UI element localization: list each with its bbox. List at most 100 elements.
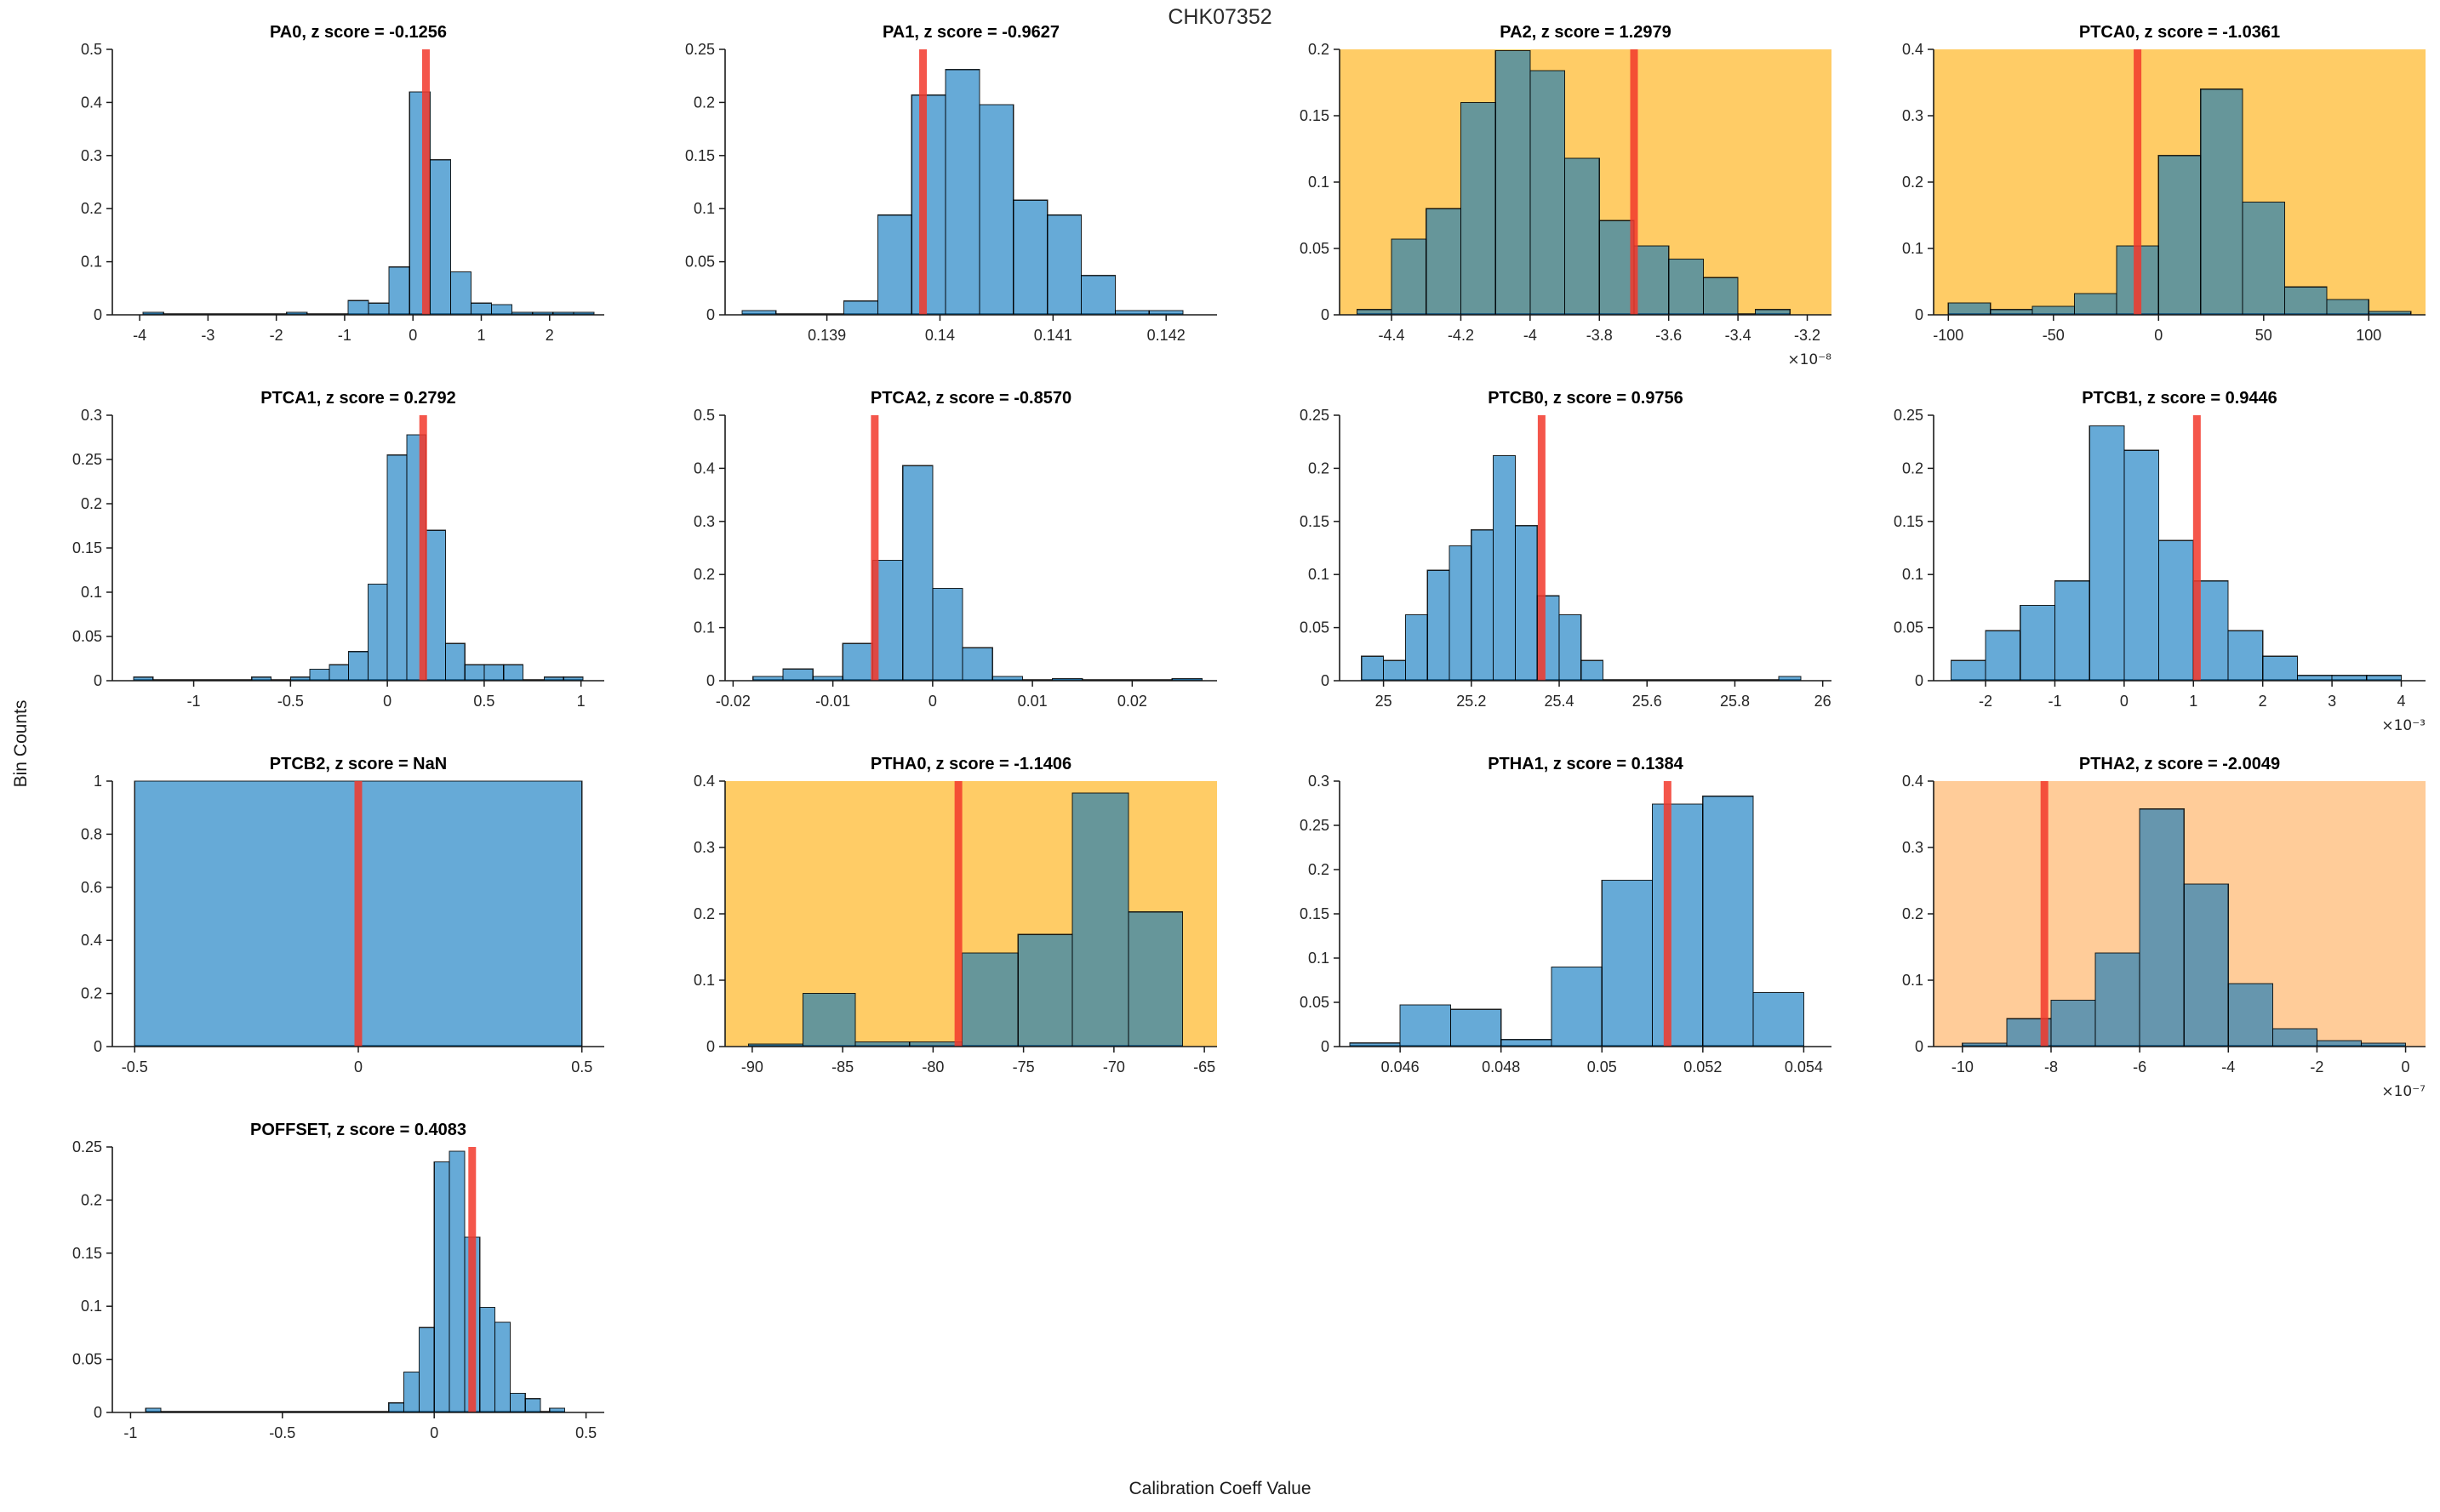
x-tick-label: 0 xyxy=(409,327,417,344)
histogram-bar xyxy=(1947,302,1991,316)
y-tick-label: 0.05 xyxy=(685,254,715,271)
x-tick-label: 0.14 xyxy=(925,327,955,344)
histogram-PA2: 0 0.05 0.1 0.15 0.2 -4.4 -4.2 -4 -3.8 -3.6 -3.4 -3.… xyxy=(1300,23,1831,368)
x-tick-label: 0 xyxy=(2154,327,2163,344)
y-tick-label: 0.15 xyxy=(1894,513,1923,530)
histogram-bar xyxy=(403,1371,420,1413)
subplot-title: PA1, z score = -0.9627 xyxy=(883,23,1060,42)
x-tick-label: 25.8 xyxy=(1720,693,1750,710)
y-tick-label: 0 xyxy=(706,672,715,689)
subplot-title: PTCA2, z score = -0.8570 xyxy=(871,389,1071,408)
histogram-bar xyxy=(388,1402,405,1413)
histogram-bar xyxy=(2089,425,2125,682)
histogram-bar xyxy=(2054,580,2090,682)
x-tick-label: 0.5 xyxy=(571,1058,592,1076)
histogram-bar xyxy=(1404,614,1428,682)
histogram-bar xyxy=(2242,201,2286,316)
histogram-bar xyxy=(842,642,874,682)
x-tick-label: 26 xyxy=(1814,693,1831,710)
histogram-bar xyxy=(1580,659,1604,682)
x-tick-label: 0.046 xyxy=(1381,1058,1420,1076)
x-tick-label: -4 xyxy=(2221,1058,2235,1076)
histogram-bar xyxy=(309,668,330,682)
reference-line xyxy=(1663,781,1671,1047)
histogram-PTHA0: 0 0.1 0.2 0.3 0.4 -90 -85 -80 -75 -70 -65 PTHA0, z … xyxy=(694,755,1217,1076)
y-tick-label: 0.05 xyxy=(1894,619,1923,636)
histogram-bar xyxy=(368,302,390,316)
y-tick-label: 0.2 xyxy=(1308,459,1329,476)
histogram-PTCB1: 0 0.05 0.1 0.15 0.2 0.25 -2 -1 0 1 2 3 4 ×10⁻³ PTCB1, … xyxy=(1894,389,2426,734)
reference-line xyxy=(1537,415,1546,681)
x-tick-label: 4 xyxy=(2397,693,2405,710)
y-tick-label: 0.1 xyxy=(1308,174,1329,191)
y-tick-label: 0 xyxy=(1321,306,1329,323)
y-tick-label: 0.6 xyxy=(81,879,102,896)
y-tick-label: 0.15 xyxy=(72,1245,102,1262)
histogram-bar xyxy=(426,529,447,682)
histogram-bar xyxy=(509,1392,526,1413)
y-tick-label: 0 xyxy=(1915,672,1923,689)
subplot-title: PTCA1, z score = 0.2792 xyxy=(260,389,456,408)
x-tick-label: 0.02 xyxy=(1117,693,1147,710)
histogram-bar xyxy=(429,159,451,316)
y-tick-label: 0.2 xyxy=(1902,174,1923,191)
subplot-PTCB0: 0 0.05 0.1 0.15 0.2 0.25 25 25.2 25.4 25.6 25.8 26 P… xyxy=(1244,376,1840,742)
x-tick-label: 0.5 xyxy=(473,693,494,710)
y-tick-label: 0 xyxy=(94,306,102,323)
y-tick-label: 0.1 xyxy=(81,584,102,601)
histogram-bar xyxy=(877,214,912,316)
axis-exponent-label: ×10⁻⁸ xyxy=(1787,351,1831,368)
y-tick-label: 0.2 xyxy=(1308,41,1329,58)
histogram-bar xyxy=(2296,675,2333,682)
y-tick-label: 0.3 xyxy=(1308,773,1329,790)
histogram-bar xyxy=(2283,286,2328,316)
histogram-bar xyxy=(1356,309,1392,316)
histogram-PTCA0: 0 0.1 0.2 0.3 0.4 -100 -50 0 50 100 PTCA0, z score… xyxy=(1902,23,2426,344)
subplot-PTCB2: 0 0.2 0.4 0.6 0.8 1 -0.5 0 0.5 PTCB2, z score = N… xyxy=(17,742,613,1108)
x-tick-label: 2 xyxy=(2259,693,2267,710)
histogram-bar xyxy=(2316,1040,2363,1047)
histogram-bar xyxy=(418,1327,435,1413)
histogram-bar xyxy=(464,664,485,682)
x-tick-label: -0.01 xyxy=(815,693,850,710)
x-tick-label: -1 xyxy=(338,327,351,344)
x-tick-label: 0.052 xyxy=(1683,1058,1722,1076)
x-tick-label: -10 xyxy=(1951,1058,1974,1076)
reference-line xyxy=(2040,781,2049,1047)
y-tick-label: 0.05 xyxy=(1300,994,1329,1011)
histogram-bar xyxy=(1128,911,1184,1047)
histogram-bar xyxy=(1426,569,1450,682)
x-tick-label: -2 xyxy=(270,327,283,344)
x-tick-label: -4 xyxy=(133,327,146,344)
histogram-bar xyxy=(2262,655,2298,682)
y-tick-label: 0 xyxy=(1915,1038,1923,1055)
y-tick-label: 0.2 xyxy=(1902,459,1923,476)
histogram-bar xyxy=(2123,449,2160,682)
y-tick-label: 0.25 xyxy=(72,451,102,468)
histogram-bar xyxy=(1529,70,1566,316)
y-tick-label: 0.25 xyxy=(1300,407,1329,424)
x-tick-label: 50 xyxy=(2255,327,2272,344)
histogram-bar xyxy=(1493,454,1517,682)
histogram-bar xyxy=(2200,88,2243,316)
histogram-bar xyxy=(479,1306,496,1413)
histogram-bar xyxy=(945,69,980,316)
y-tick-label: 0.1 xyxy=(1902,566,1923,583)
x-tick-label: 0.05 xyxy=(1587,1058,1617,1076)
reference-line xyxy=(2192,415,2201,681)
histogram-bar xyxy=(1449,1008,1502,1047)
histogram-bar xyxy=(1080,275,1117,316)
y-tick-label: 0.3 xyxy=(694,513,715,530)
histogram-bar xyxy=(503,664,524,682)
y-tick-label: 0.05 xyxy=(1300,240,1329,257)
histogram-bar xyxy=(449,271,472,316)
y-tick-label: 0.1 xyxy=(694,972,715,989)
histogram-bar xyxy=(961,952,1019,1047)
subplot-title: PTHA2, z score = -2.0049 xyxy=(2079,755,2280,773)
histogram-bar xyxy=(1494,49,1531,316)
histogram-bar xyxy=(902,465,934,682)
x-tick-label: -0.5 xyxy=(269,1424,295,1441)
subplot-title: PTHA0, z score = -1.1406 xyxy=(871,755,1071,773)
histogram-bar xyxy=(2050,999,2096,1047)
histogram-bar xyxy=(449,1150,466,1413)
